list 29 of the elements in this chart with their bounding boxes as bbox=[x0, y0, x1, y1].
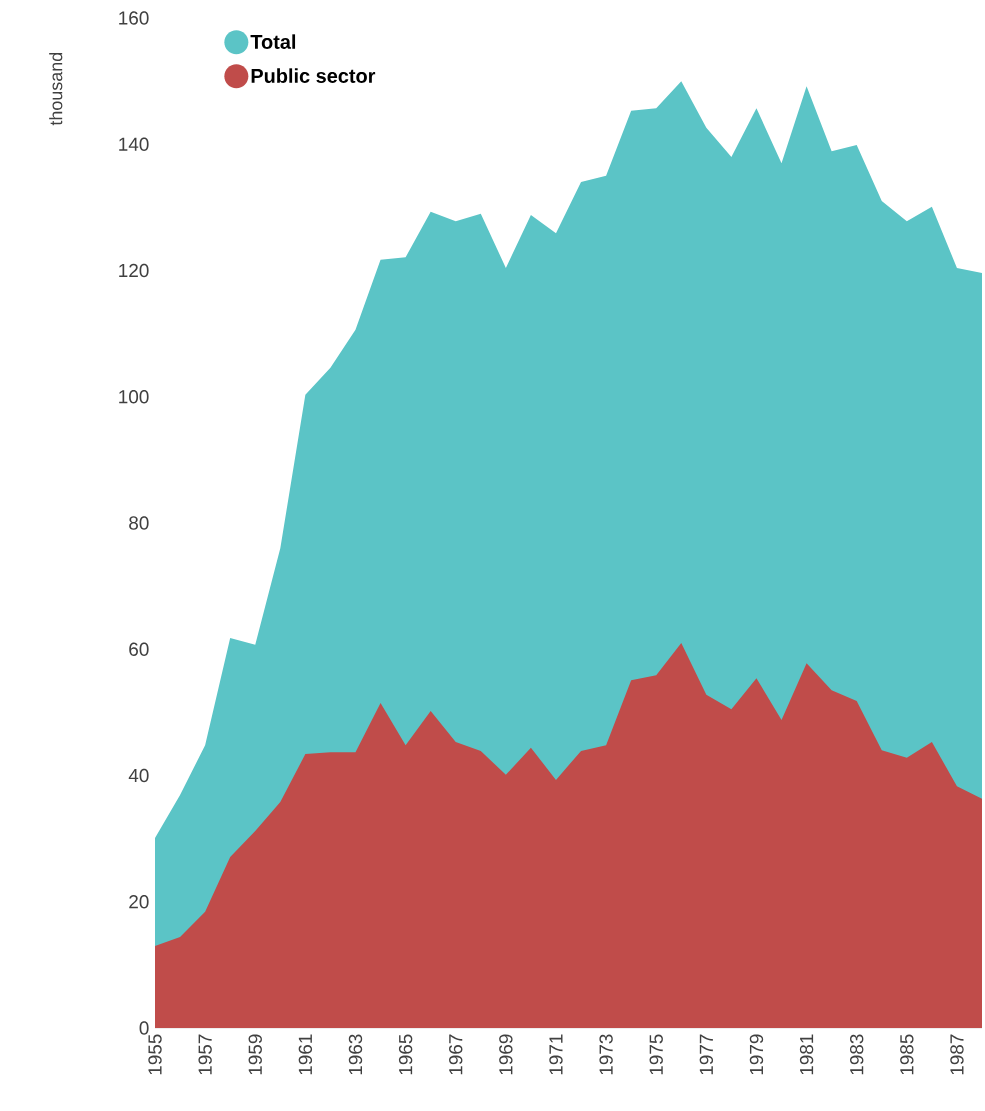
y-tick-label: 40 bbox=[128, 768, 149, 783]
y-tick-label: 160 bbox=[119, 11, 149, 25]
x-tick-label: 1967 bbox=[449, 1034, 463, 1075]
x-tick-label: 1963 bbox=[348, 1034, 363, 1075]
x-tick-label: 1971 bbox=[549, 1034, 563, 1075]
x-tick-label: 1961 bbox=[298, 1034, 313, 1075]
x-tick-label: 1957 bbox=[198, 1034, 212, 1075]
x-tick-label: 1959 bbox=[248, 1034, 262, 1075]
x-tick-label: 1983 bbox=[850, 1034, 864, 1075]
y-tick-label: 80 bbox=[129, 516, 149, 530]
x-tick-label: 1985 bbox=[900, 1034, 914, 1075]
x-tick-label: 1981 bbox=[799, 1034, 814, 1075]
x-tick-label: 1969 bbox=[499, 1034, 513, 1075]
y-tick-label: 120 bbox=[119, 263, 149, 278]
x-tick-label: 1973 bbox=[599, 1034, 613, 1075]
x-tick-label: 1955 bbox=[148, 1034, 162, 1075]
y-tick-label: 20 bbox=[129, 895, 149, 909]
y-tick-label: 60 bbox=[129, 642, 149, 656]
y-tick-label: 140 bbox=[119, 137, 149, 151]
x-tick-label: 1965 bbox=[398, 1034, 413, 1075]
legend-label: Total bbox=[250, 34, 296, 49]
x-tick-label: 1987 bbox=[950, 1034, 964, 1075]
x-tick-label: 1977 bbox=[699, 1034, 714, 1075]
x-tick-label: 1979 bbox=[749, 1034, 764, 1075]
x-tick-label: 1975 bbox=[649, 1034, 663, 1075]
y-tick-label: 100 bbox=[119, 390, 149, 404]
y-axis-title: thousand bbox=[49, 52, 63, 126]
y-tick-label: 0 bbox=[139, 1021, 149, 1035]
legend-label: Public sector bbox=[251, 68, 376, 83]
